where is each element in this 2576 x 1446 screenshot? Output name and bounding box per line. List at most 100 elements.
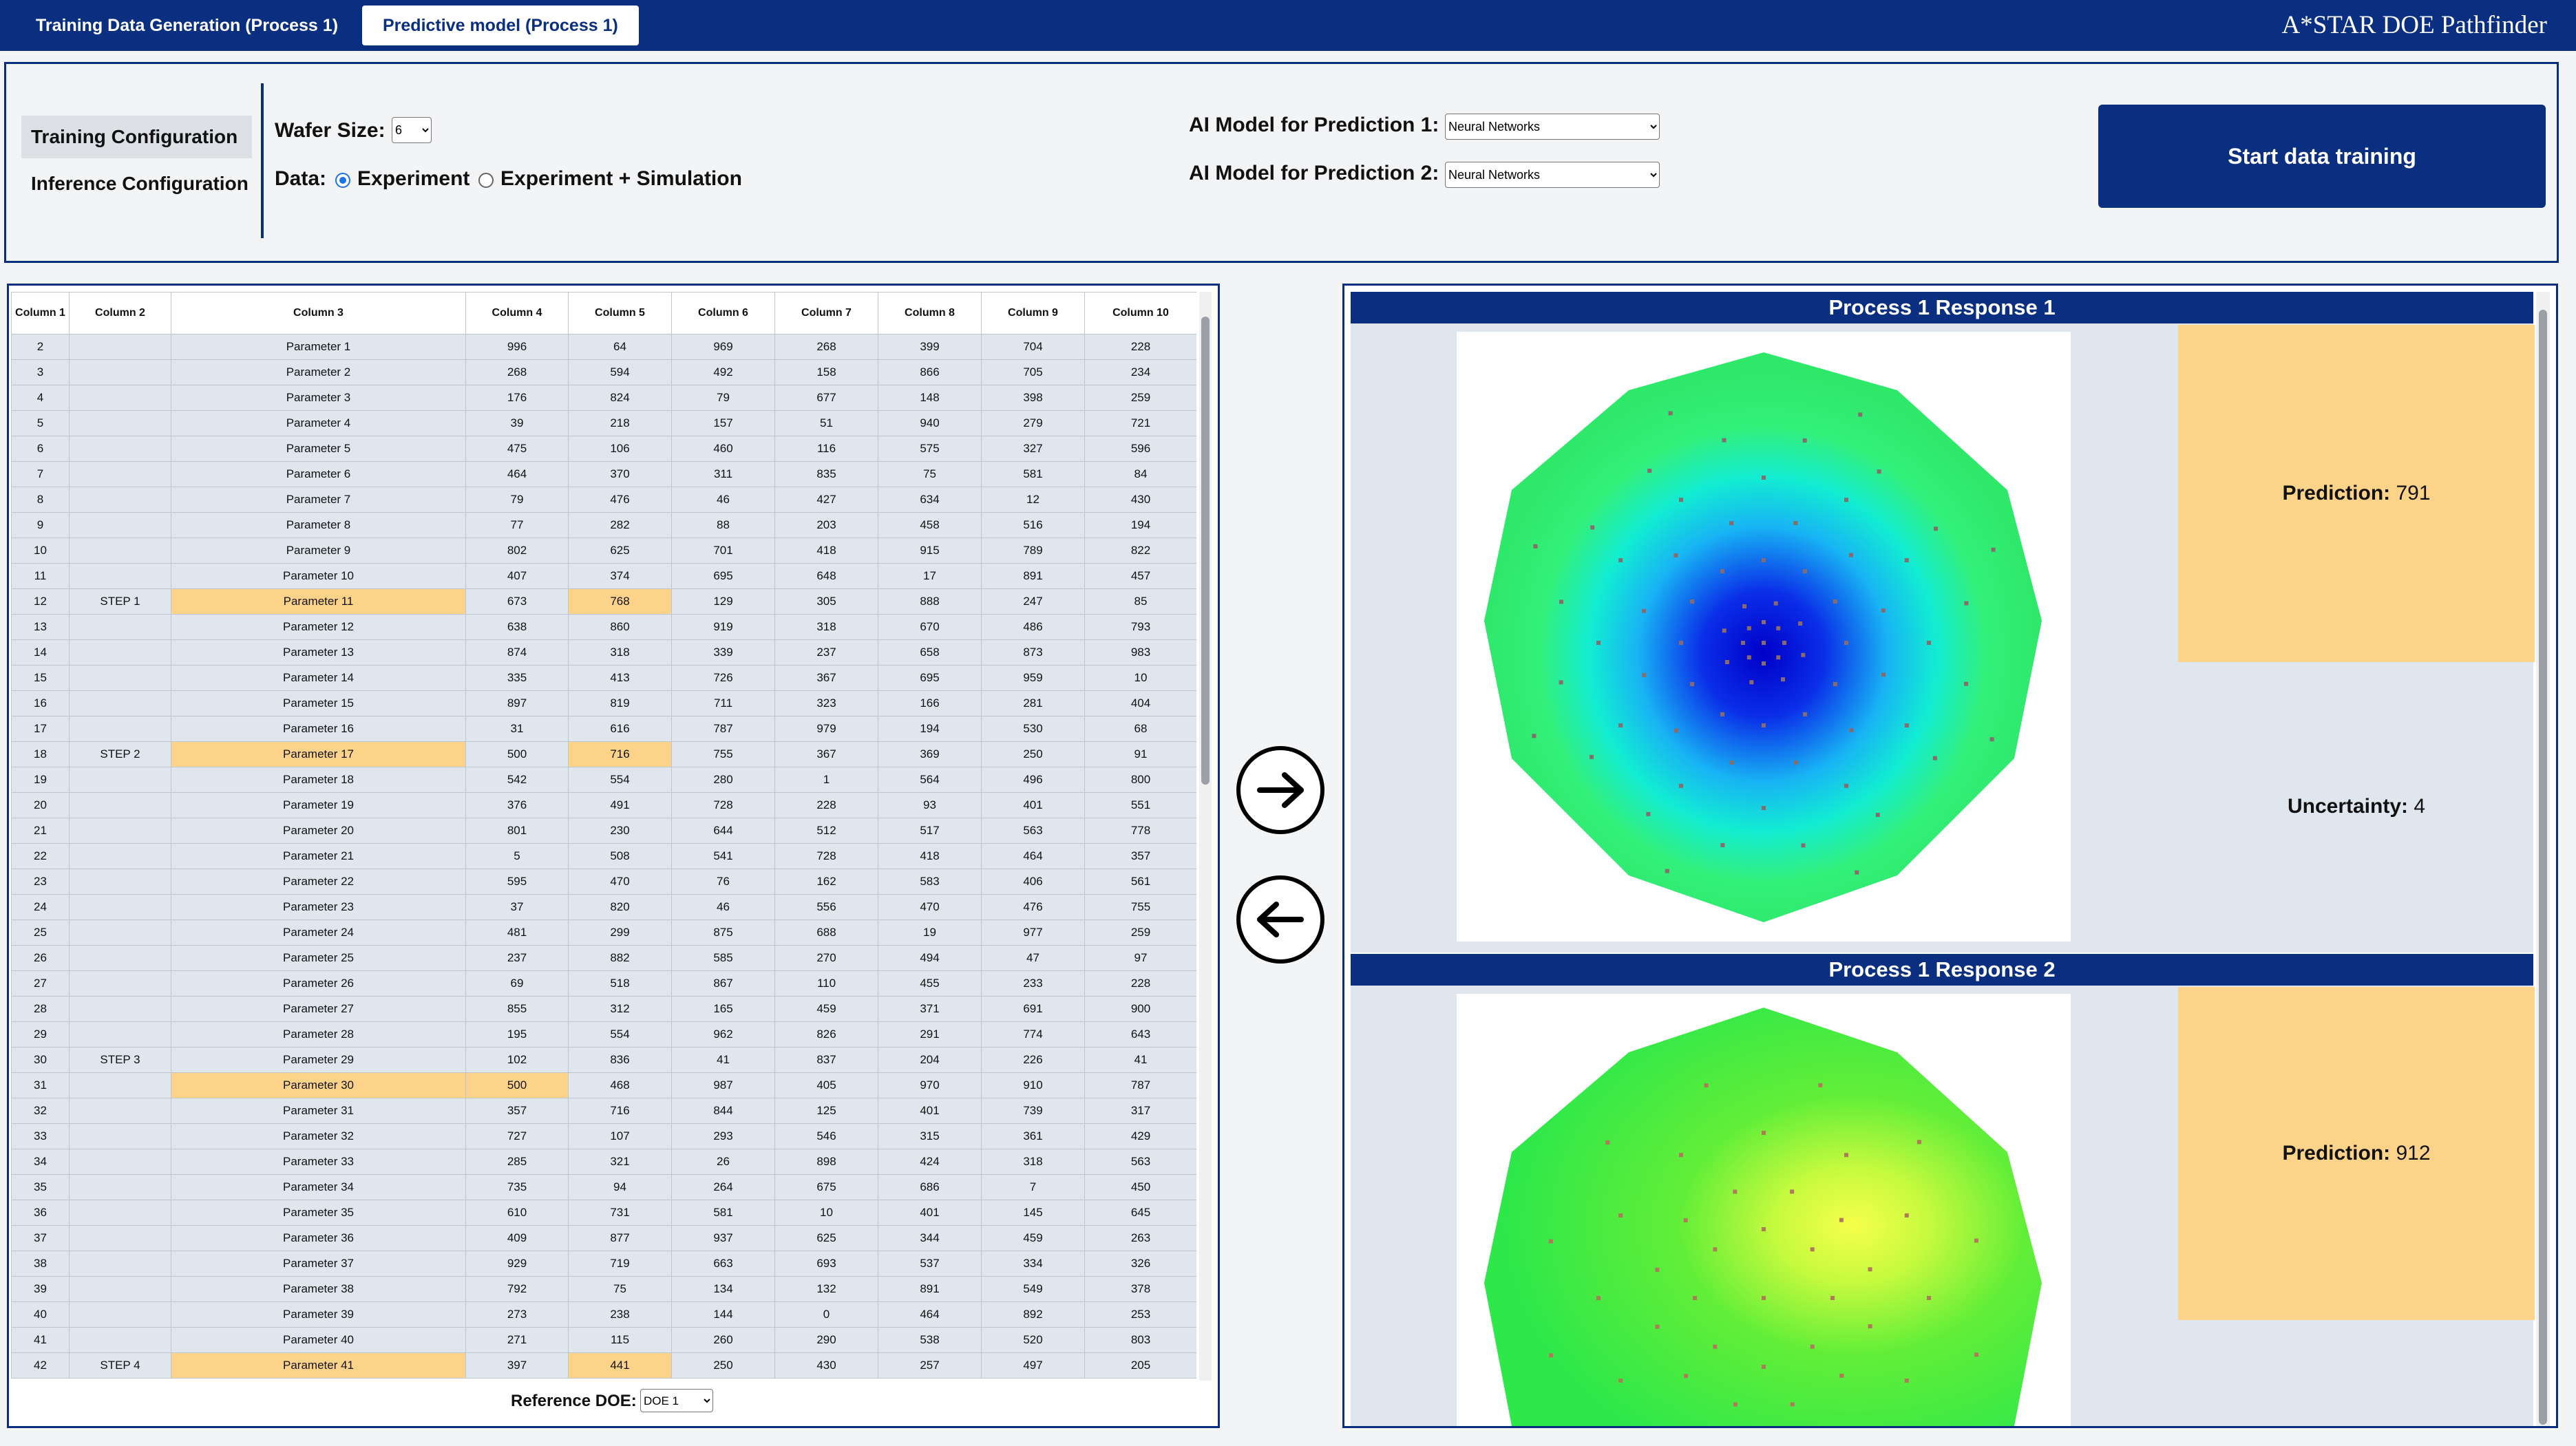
table-cell[interactable]: 31 <box>465 716 569 742</box>
table-cell[interactable]: 318 <box>568 639 672 666</box>
table-cell[interactable]: 125 <box>774 1098 878 1124</box>
table-cell[interactable]: Parameter 17 <box>171 741 466 767</box>
table-cell[interactable]: 23 <box>11 869 70 895</box>
table-cell[interactable] <box>69 665 171 691</box>
table-cell[interactable]: 987 <box>671 1072 775 1098</box>
table-row[interactable]: 25 Parameter 24 481 299 875 688 19 977 259 <box>11 919 1196 946</box>
table-cell[interactable]: 401 <box>878 1098 982 1124</box>
table-scrollbar-thumb[interactable] <box>1201 317 1210 785</box>
table-cell[interactable]: 326 <box>1084 1251 1196 1277</box>
table-row[interactable]: 11 Parameter 10 407 374 695 648 17 891 457 <box>11 563 1196 589</box>
table-cell[interactable]: 7 <box>981 1174 1085 1200</box>
table-cell[interactable]: 370 <box>568 461 672 487</box>
nav-training-configuration[interactable]: Training Configuration <box>21 116 252 158</box>
table-row[interactable]: 37 Parameter 36 409 877 937 625 344 459 263 <box>11 1225 1196 1251</box>
table-cell[interactable]: 204 <box>878 1047 982 1073</box>
table-row[interactable]: 32 Parameter 31 357 716 844 125 401 739 317 <box>11 1098 1196 1124</box>
table-cell[interactable]: 404 <box>1084 690 1196 716</box>
table-cell[interactable]: 860 <box>568 614 672 640</box>
table-cell[interactable]: 194 <box>1084 512 1196 538</box>
table-cell[interactable]: 76 <box>671 869 775 895</box>
table-cell[interactable]: 888 <box>878 588 982 615</box>
table-cell[interactable]: 800 <box>1084 767 1196 793</box>
table-cell[interactable]: 40 <box>11 1301 70 1328</box>
table-cell[interactable]: 460 <box>671 436 775 462</box>
table-cell[interactable]: Parameter 32 <box>171 1123 466 1149</box>
table-cell[interactable]: 148 <box>878 385 982 411</box>
table-cell[interactable]: 323 <box>774 690 878 716</box>
table-cell[interactable]: 819 <box>568 690 672 716</box>
table-cell[interactable] <box>69 843 171 869</box>
wafer-size-select[interactable]: 6 <box>392 117 432 143</box>
table-cell[interactable]: 430 <box>774 1352 878 1379</box>
table-cell[interactable]: 77 <box>465 512 569 538</box>
table-cell[interactable]: STEP 4 <box>69 1352 171 1379</box>
table-cell[interactable]: 129 <box>671 588 775 615</box>
table-cell[interactable]: Parameter 39 <box>171 1301 466 1328</box>
table-cell[interactable]: 675 <box>774 1174 878 1200</box>
table-cell[interactable]: 476 <box>568 487 672 513</box>
table-cell[interactable]: 610 <box>465 1200 569 1226</box>
table-cell[interactable] <box>69 461 171 487</box>
table-cell[interactable]: 774 <box>981 1021 1085 1048</box>
table-row[interactable]: 26 Parameter 25 237 882 585 270 494 47 97 <box>11 945 1196 971</box>
table-cell[interactable]: 563 <box>981 818 1085 844</box>
table-cell[interactable]: 837 <box>774 1047 878 1073</box>
table-cell[interactable]: Parameter 37 <box>171 1251 466 1277</box>
table-cell[interactable]: 874 <box>465 639 569 666</box>
table-cell[interactable]: 36 <box>11 1200 70 1226</box>
table-cell[interactable]: 37 <box>11 1225 70 1251</box>
table-cell[interactable]: 688 <box>774 919 878 946</box>
response-scrollbar-thumb[interactable] <box>2539 310 2547 1425</box>
table-cell[interactable]: 875 <box>671 919 775 946</box>
table-cell[interactable] <box>69 716 171 742</box>
arrow-right-button[interactable] <box>1236 746 1324 834</box>
table-cell[interactable]: Parameter 18 <box>171 767 466 793</box>
table-row[interactable]: 21 Parameter 20 801 230 644 512 517 563 778 <box>11 818 1196 844</box>
table-cell[interactable]: 459 <box>774 996 878 1022</box>
table-cell[interactable]: 855 <box>465 996 569 1022</box>
table-cell[interactable]: 339 <box>671 639 775 666</box>
table-cell[interactable]: 500 <box>465 741 569 767</box>
table-cell[interactable]: 107 <box>568 1123 672 1149</box>
table-cell[interactable] <box>69 690 171 716</box>
table-cell[interactable]: 357 <box>465 1098 569 1124</box>
table-row[interactable]: 2 Parameter 1 996 64 969 268 399 704 228 <box>11 334 1196 360</box>
table-cell[interactable] <box>69 639 171 666</box>
table-cell[interactable]: 21 <box>11 818 70 844</box>
table-cell[interactable]: 824 <box>568 385 672 411</box>
table-cell[interactable]: 106 <box>568 436 672 462</box>
table-cell[interactable]: 508 <box>568 843 672 869</box>
table-cell[interactable]: 716 <box>568 741 672 767</box>
table-cell[interactable]: 16 <box>11 690 70 716</box>
table-cell[interactable]: 88 <box>671 512 775 538</box>
table-cell[interactable]: 5 <box>465 843 569 869</box>
table-cell[interactable]: 166 <box>878 690 982 716</box>
table-cell[interactable]: 789 <box>981 538 1085 564</box>
table-cell[interactable]: 424 <box>878 1149 982 1175</box>
table-cell[interactable]: 226 <box>981 1047 1085 1073</box>
table-cell[interactable]: 787 <box>671 716 775 742</box>
table-cell[interactable]: 334 <box>981 1251 1085 1277</box>
table-cell[interactable]: 42 <box>11 1352 70 1379</box>
table-cell[interactable]: 755 <box>1084 894 1196 920</box>
table-cell[interactable]: 29 <box>11 1021 70 1048</box>
table-cell[interactable]: 238 <box>568 1301 672 1328</box>
table-cell[interactable] <box>69 1225 171 1251</box>
table-cell[interactable]: 299 <box>568 919 672 946</box>
table-cell[interactable] <box>69 512 171 538</box>
table-cell[interactable]: 551 <box>1084 792 1196 818</box>
table-cell[interactable]: Parameter 41 <box>171 1352 466 1379</box>
table-cell[interactable]: 518 <box>568 970 672 997</box>
table-cell[interactable]: 739 <box>981 1098 1085 1124</box>
table-cell[interactable]: 929 <box>465 1251 569 1277</box>
table-cell[interactable]: 910 <box>981 1072 1085 1098</box>
table-cell[interactable]: 317 <box>1084 1098 1196 1124</box>
table-cell[interactable]: 85 <box>1084 588 1196 615</box>
table-cell[interactable]: Parameter 20 <box>171 818 466 844</box>
table-cell[interactable]: 464 <box>878 1301 982 1328</box>
table-cell[interactable]: Parameter 2 <box>171 359 466 385</box>
table-cell[interactable] <box>69 436 171 462</box>
table-cell[interactable]: 464 <box>465 461 569 487</box>
table-cell[interactable]: 15 <box>11 665 70 691</box>
